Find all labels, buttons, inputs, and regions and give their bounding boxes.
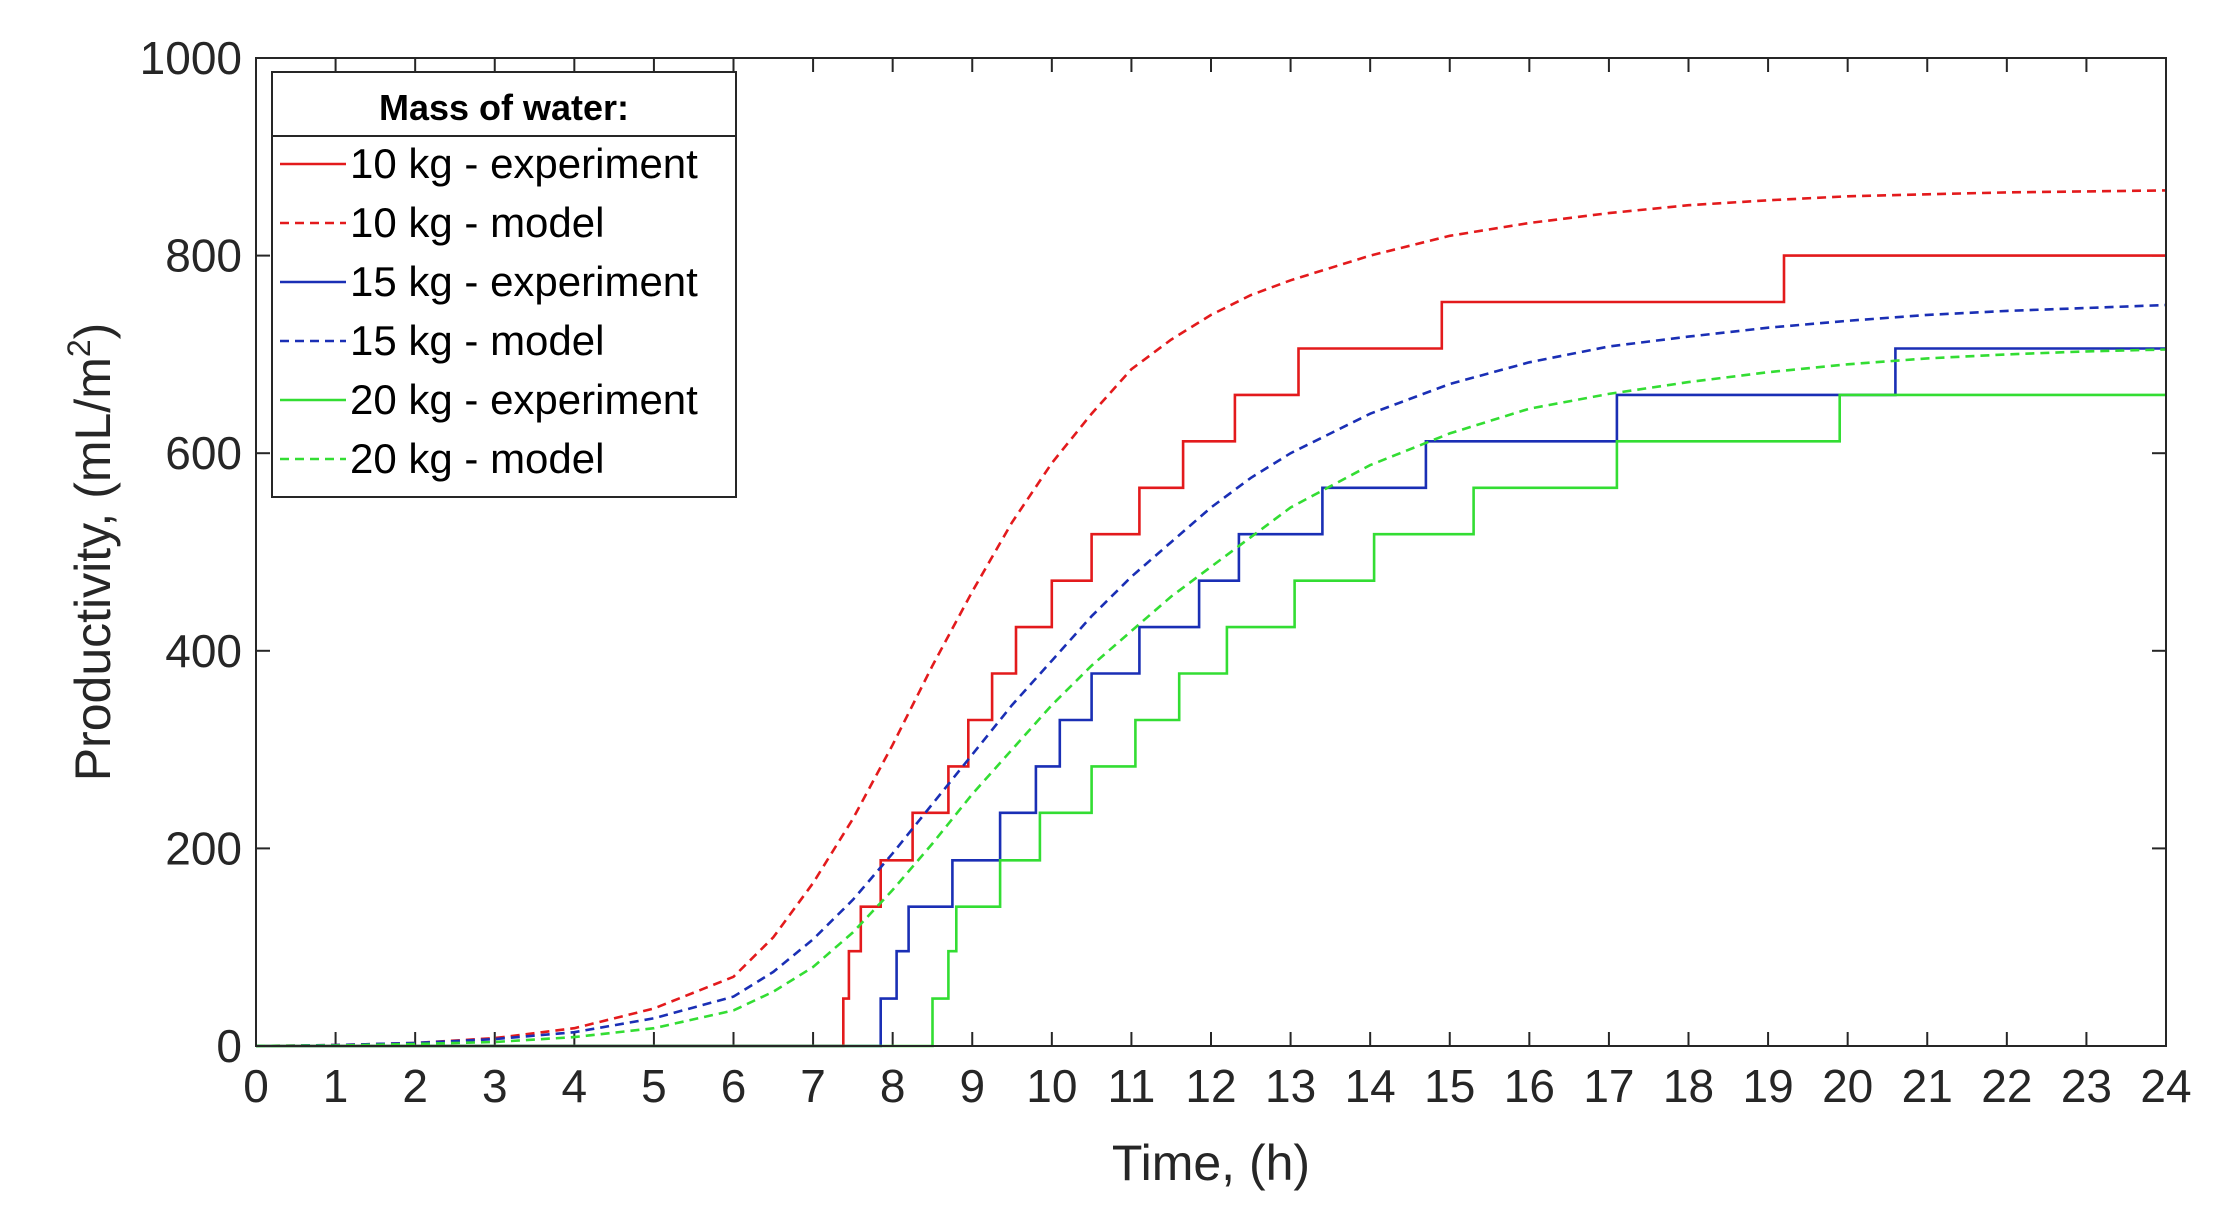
y-tick-label: 400	[165, 625, 242, 677]
legend-label: 15 kg - model	[350, 317, 604, 364]
y-tick-label: 600	[165, 427, 242, 479]
legend-label: 10 kg - experiment	[350, 140, 698, 187]
legend-label: 10 kg - model	[350, 199, 604, 246]
x-tick-label: 19	[1742, 1060, 1793, 1112]
x-tick-label: 24	[2140, 1060, 2191, 1112]
axes-box	[255, 57, 2167, 1047]
x-tick-label: 17	[1583, 1060, 1634, 1112]
x-tick-label: 3	[482, 1060, 508, 1112]
x-tick-label: 5	[641, 1060, 667, 1112]
x-tick-label: 9	[959, 1060, 985, 1112]
x-tick-label: 4	[562, 1060, 588, 1112]
x-tick-label: 8	[880, 1060, 906, 1112]
x-tick-label: 1	[323, 1060, 349, 1112]
y-axis-title: Productivity, (mL/m2)	[61, 323, 121, 782]
y-tick-label: 800	[165, 230, 242, 282]
series-line-15-kg-model	[255, 303, 2167, 1048]
x-tick-label: 7	[800, 1060, 826, 1112]
x-tick-label: 2	[402, 1060, 428, 1112]
y-axis-title-close: )	[65, 323, 121, 340]
y-axis-title-superscript: 2	[61, 339, 97, 357]
tick-marks	[255, 57, 2167, 1047]
x-tick-label: 20	[1822, 1060, 1873, 1112]
legend-label: 20 kg - model	[350, 435, 604, 482]
y-tick-label: 1000	[140, 32, 242, 84]
x-tick-labels: 0 1 2 3 4 5 6 7 8 9 10 11 12 13 14 15 16 17 18 19 20 21 22 23 24	[243, 1060, 2191, 1112]
series-line-10-kg-experiment	[256, 254, 2166, 1048]
x-axis-title: Time, (h)	[1112, 1135, 1310, 1191]
y-tick-labels: 0 200 400 600 800 1000	[140, 32, 242, 1072]
x-tick-label: 14	[1345, 1060, 1396, 1112]
y-tick-label: 200	[165, 822, 242, 874]
x-tick-label: 10	[1026, 1060, 1077, 1112]
legend-entries: 10 kg - experiment 10 kg - model 15 kg - e…	[280, 140, 698, 482]
series-line-15-kg-experiment	[256, 347, 2166, 1048]
y-tick-label: 0	[216, 1020, 242, 1072]
y-axis-title-main: Productivity, (mL/m	[65, 357, 121, 781]
x-tick-label: 0	[243, 1060, 269, 1112]
x-tick-label: 23	[2061, 1060, 2112, 1112]
x-tick-label: 15	[1424, 1060, 1475, 1112]
legend-label: 15 kg - experiment	[350, 258, 698, 305]
series-line-20-kg-model	[255, 348, 2167, 1048]
x-tick-label: 16	[1504, 1060, 1555, 1112]
series-line-10-kg-model	[255, 189, 2167, 1048]
x-tick-label: 21	[1902, 1060, 1953, 1112]
legend-label: 20 kg - experiment	[350, 376, 698, 423]
x-tick-label: 11	[1108, 1060, 1156, 1112]
legend-box	[271, 71, 737, 498]
x-tick-label: 22	[1981, 1060, 2032, 1112]
x-tick-label: 13	[1265, 1060, 1316, 1112]
series-group	[255, 189, 2167, 1048]
legend-title: Mass of water:	[379, 87, 629, 128]
x-tick-label: 18	[1663, 1060, 1714, 1112]
x-tick-label: 12	[1185, 1060, 1236, 1112]
x-tick-label: 6	[721, 1060, 747, 1112]
series-line-20-kg-experiment	[256, 393, 2166, 1048]
